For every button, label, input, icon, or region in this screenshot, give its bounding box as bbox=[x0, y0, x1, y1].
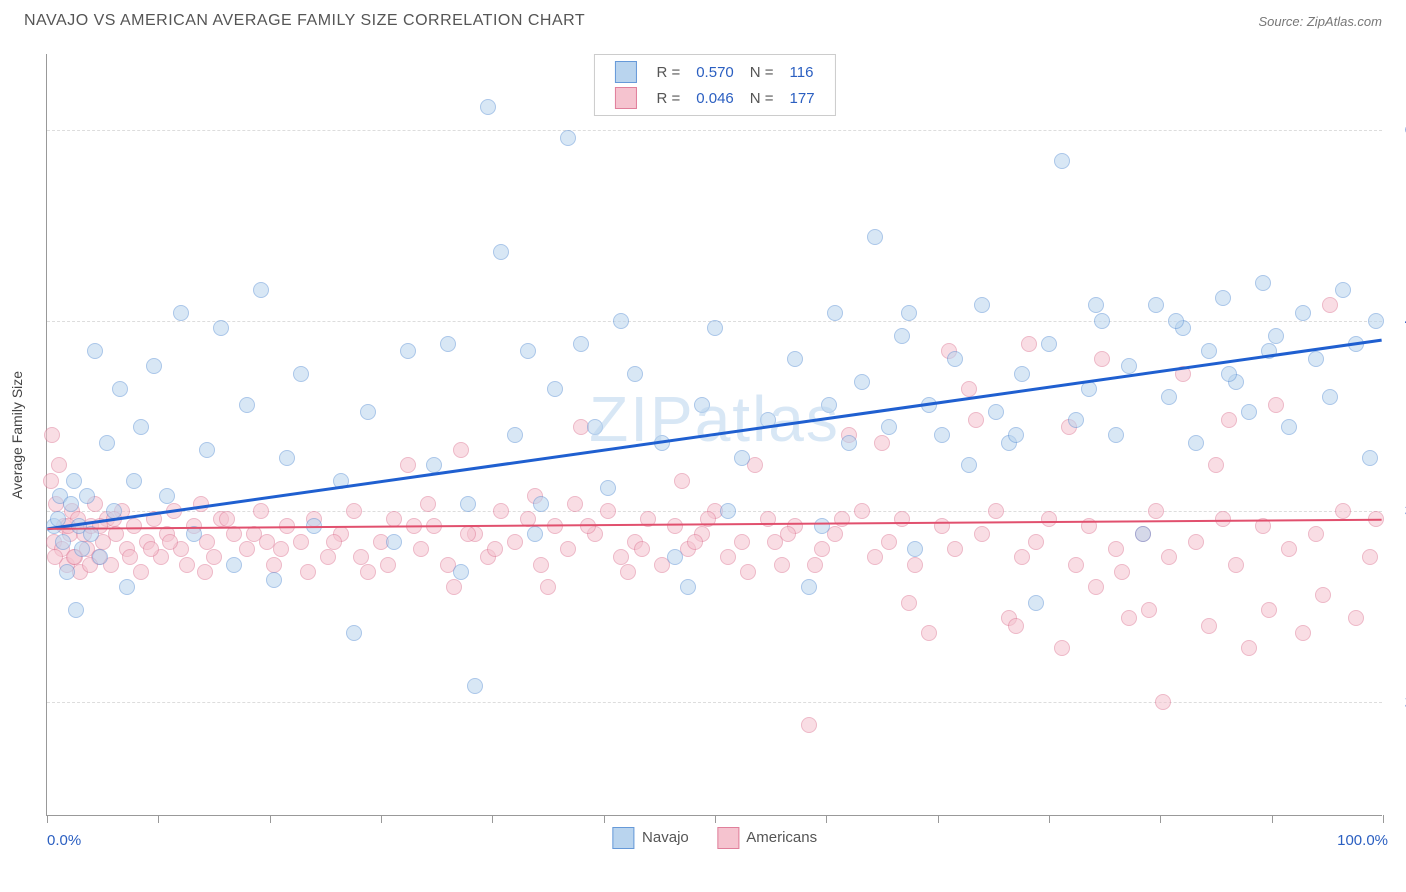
x-tick bbox=[604, 815, 605, 823]
legend-n-value-0: 116 bbox=[782, 59, 823, 85]
trendlines-svg bbox=[47, 54, 1382, 815]
x-tick bbox=[381, 815, 382, 823]
x-axis-max-label: 100.0% bbox=[1337, 832, 1388, 849]
legend-r-value-0: 0.570 bbox=[688, 59, 742, 85]
legend-r-value-1: 0.046 bbox=[688, 85, 742, 111]
legend-n-label: N = bbox=[742, 85, 782, 111]
swatch-series-0 bbox=[614, 61, 636, 83]
chart-header: NAVAJO VS AMERICAN AVERAGE FAMILY SIZE C… bbox=[0, 0, 1406, 38]
x-tick bbox=[270, 815, 271, 823]
x-axis-min-label: 0.0% bbox=[47, 832, 81, 849]
trend-line bbox=[47, 340, 1381, 529]
series-legend: Navajo Americans bbox=[600, 827, 829, 849]
plot-area: ZIPatlas 2.253.504.756.00 bbox=[47, 54, 1382, 815]
x-tick bbox=[1272, 815, 1273, 823]
series-name-1: Americans bbox=[746, 829, 817, 846]
legend-n-label: N = bbox=[742, 59, 782, 85]
legend-item-0: Navajo bbox=[612, 829, 693, 846]
legend-item-1: Americans bbox=[717, 829, 817, 846]
x-tick bbox=[47, 815, 48, 823]
x-tick bbox=[826, 815, 827, 823]
x-tick bbox=[1383, 815, 1384, 823]
correlation-table: R = 0.570 N = 116 R = 0.046 N = 177 bbox=[606, 59, 822, 111]
series-name-0: Navajo bbox=[642, 829, 689, 846]
x-tick bbox=[1049, 815, 1050, 823]
source-credit: Source: ZipAtlas.com bbox=[1258, 14, 1382, 29]
chart-title: NAVAJO VS AMERICAN AVERAGE FAMILY SIZE C… bbox=[24, 12, 585, 30]
trend-line bbox=[47, 520, 1381, 529]
chart-plot-box: Average Family Size ZIPatlas 2.253.504.7… bbox=[46, 54, 1382, 816]
legend-r-label: R = bbox=[648, 85, 688, 111]
swatch-series-1 bbox=[614, 87, 636, 109]
legend-row-1: R = 0.046 N = 177 bbox=[606, 85, 822, 111]
x-tick bbox=[1160, 815, 1161, 823]
correlation-legend: R = 0.570 N = 116 R = 0.046 N = 177 bbox=[593, 54, 835, 116]
x-tick bbox=[715, 815, 716, 823]
x-tick bbox=[492, 815, 493, 823]
x-tick bbox=[938, 815, 939, 823]
legend-n-value-1: 177 bbox=[782, 85, 823, 111]
legend-r-label: R = bbox=[648, 59, 688, 85]
swatch-series-1b bbox=[717, 827, 739, 849]
y-axis-label: Average Family Size bbox=[9, 370, 25, 498]
legend-row-0: R = 0.570 N = 116 bbox=[606, 59, 822, 85]
swatch-series-0b bbox=[612, 827, 634, 849]
x-tick bbox=[158, 815, 159, 823]
